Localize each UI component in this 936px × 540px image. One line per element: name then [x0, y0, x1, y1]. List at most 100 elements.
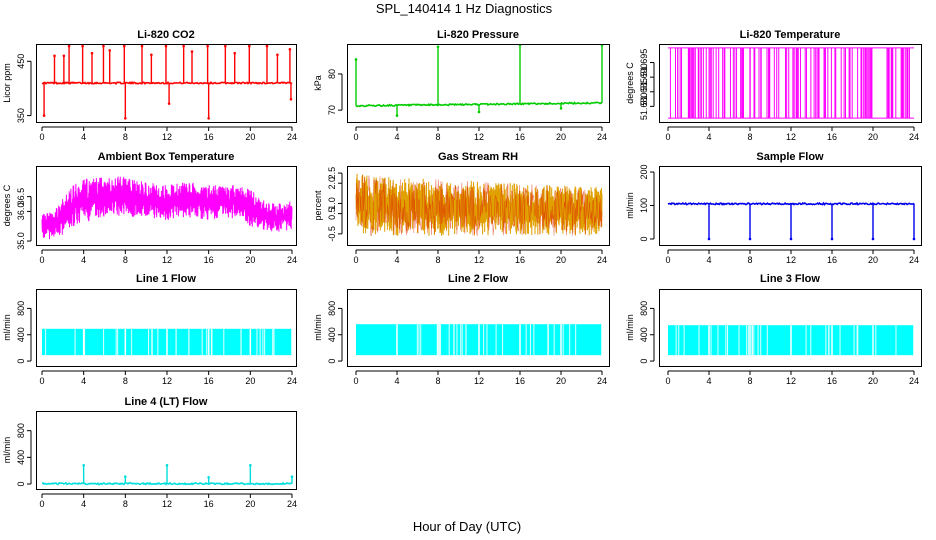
panel-title: Gas Stream RH [438, 151, 518, 163]
spike-point [707, 237, 711, 241]
plot-frame [347, 44, 610, 123]
x-tick-label: 20 [868, 376, 878, 386]
x-tick-label: 16 [827, 255, 837, 265]
x-tick-label: 16 [515, 132, 525, 142]
spike-point [912, 237, 916, 241]
x-tick-label: 0 [39, 499, 44, 509]
panel-title: Line 1 Flow [136, 273, 196, 285]
x-tick-label: 4 [394, 255, 399, 265]
y-tick-label: 36.5 [16, 188, 26, 206]
spike-point [265, 45, 269, 48]
spike-point [395, 114, 399, 117]
x-tick-label: 12 [162, 132, 172, 142]
x-tick-label: 24 [909, 132, 919, 142]
x-tick-label: 8 [435, 376, 440, 386]
plot-frame [659, 289, 922, 367]
y-tick-label: 80 [327, 69, 337, 79]
series-line3 [668, 325, 915, 356]
panel-pressure: Li-820 Pressure 0 4 8 12 16 20 24 70 80 kPa [313, 29, 610, 142]
spike-point [165, 464, 169, 467]
series-licor-temp [668, 47, 914, 119]
y-tick-label: 0.5 [327, 207, 337, 220]
spike-point [518, 45, 522, 47]
spike-point [559, 107, 563, 110]
x-tick-label: 24 [909, 255, 919, 265]
spike-point [830, 237, 834, 241]
spike-point [81, 45, 84, 48]
spike-point [62, 54, 66, 58]
x-tick-label: 12 [162, 255, 172, 265]
y-tick-label: 51.680 [639, 93, 649, 121]
y-tick-label: 51.685 [639, 78, 649, 106]
panel-title: Line 3 Flow [760, 273, 820, 285]
panel-title: Li-820 CO2 [137, 29, 194, 41]
panel-title: Ambient Box Temperature [98, 151, 235, 163]
x-tick-label: 12 [162, 499, 172, 509]
x-tick-label: 16 [204, 132, 214, 142]
figure-title: SPL_140414 1 Hz Diagnostics [376, 1, 553, 16]
plot-frame [36, 166, 297, 246]
spike-point [354, 58, 358, 61]
series-rh [355, 173, 603, 237]
x-tick-label: 24 [597, 255, 607, 265]
panel-line3: Line 3 Flow 0 4 8 12 16 20 24 0 400 800 ml/min [625, 273, 922, 386]
panel-title: Sample Flow [756, 151, 824, 163]
series-line [41, 176, 293, 240]
x-tick-label: 16 [827, 132, 837, 142]
y-tick-label: 0 [16, 359, 26, 364]
x-tick-label: 12 [474, 376, 484, 386]
panel-line4: Line 4 (LT) Flow 0 4 8 12 16 20 24 0 400 800 ml/min [2, 396, 297, 509]
y-tick-label: 2.0 [327, 177, 337, 190]
spike-point [150, 53, 153, 57]
spike-point [276, 53, 279, 57]
y-tick-label: 800 [16, 423, 26, 438]
spike-point [206, 45, 209, 48]
spike-point [53, 54, 56, 58]
x-tick-label: 20 [868, 132, 878, 142]
y-axis-label: ml/min [2, 314, 12, 341]
panel-line2: Line 2 Flow 0 4 8 12 16 20 24 0 400 800 ml/min [313, 273, 610, 386]
spike-point [190, 50, 194, 53]
y-axis-label: degrees C [2, 184, 12, 226]
x-tick-label: 0 [665, 376, 670, 386]
x-tick-label: 8 [123, 132, 128, 142]
y-tick-label: 800 [639, 301, 649, 316]
x-tick-label: 24 [597, 376, 607, 386]
x-tick-label: 20 [556, 255, 566, 265]
x-tick-label: 0 [39, 376, 44, 386]
panel-title: Li-820 Temperature [740, 29, 841, 41]
panel-title: Line 2 Flow [448, 273, 508, 285]
series-line-secondary [355, 174, 603, 237]
panel-title: Li-820 Pressure [437, 29, 519, 41]
x-tick-label: 4 [706, 132, 711, 142]
y-tick-label: 2.5 [327, 167, 337, 180]
plot-frame [36, 44, 297, 123]
y-axis-label: ml/min [625, 314, 635, 341]
spike-point [207, 116, 210, 120]
series-pressure [354, 45, 604, 117]
y-tick-label: 800 [327, 301, 337, 316]
panel-rh: Gas Stream RH 0 4 8 12 16 20 24 -0.5 0.51.0 2.02.5… [313, 151, 610, 265]
y-axis-label: ml/min [625, 192, 635, 219]
x-tick-label: 12 [162, 376, 172, 386]
spike-point [42, 114, 46, 117]
y-tick-label: 70 [327, 105, 337, 115]
y-axis-label: degrees C [625, 62, 635, 104]
x-tick-label: 4 [706, 255, 711, 265]
spike-point [600, 45, 604, 47]
spike-point [122, 45, 126, 48]
spike-point [871, 237, 875, 241]
x-tick-label: 0 [39, 255, 44, 265]
x-tick-label: 20 [556, 376, 566, 386]
y-axis-label: ml/min [2, 437, 12, 464]
panel-line1: Line 1 Flow 0 4 8 12 16 20 24 0 400 800 ml/min [2, 273, 297, 386]
x-tick-label: 12 [474, 255, 484, 265]
x-tick-label: 8 [435, 255, 440, 265]
y-tick-label: 0 [639, 359, 649, 364]
y-tick-label: 0 [639, 236, 649, 241]
y-axis-label: kPa [313, 75, 323, 91]
y-axis-label: percent [313, 190, 323, 221]
spike-point [249, 464, 252, 467]
spike-point [108, 49, 112, 52]
